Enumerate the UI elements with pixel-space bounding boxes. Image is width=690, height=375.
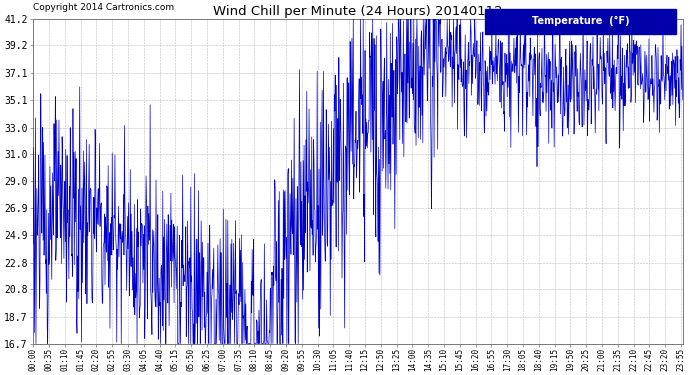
Text: Copyright 2014 Cartronics.com: Copyright 2014 Cartronics.com [33,3,175,12]
FancyBboxPatch shape [484,9,676,33]
Text: Temperature  (°F): Temperature (°F) [532,16,629,26]
Title: Wind Chill per Minute (24 Hours) 20140112: Wind Chill per Minute (24 Hours) 2014011… [213,5,503,18]
